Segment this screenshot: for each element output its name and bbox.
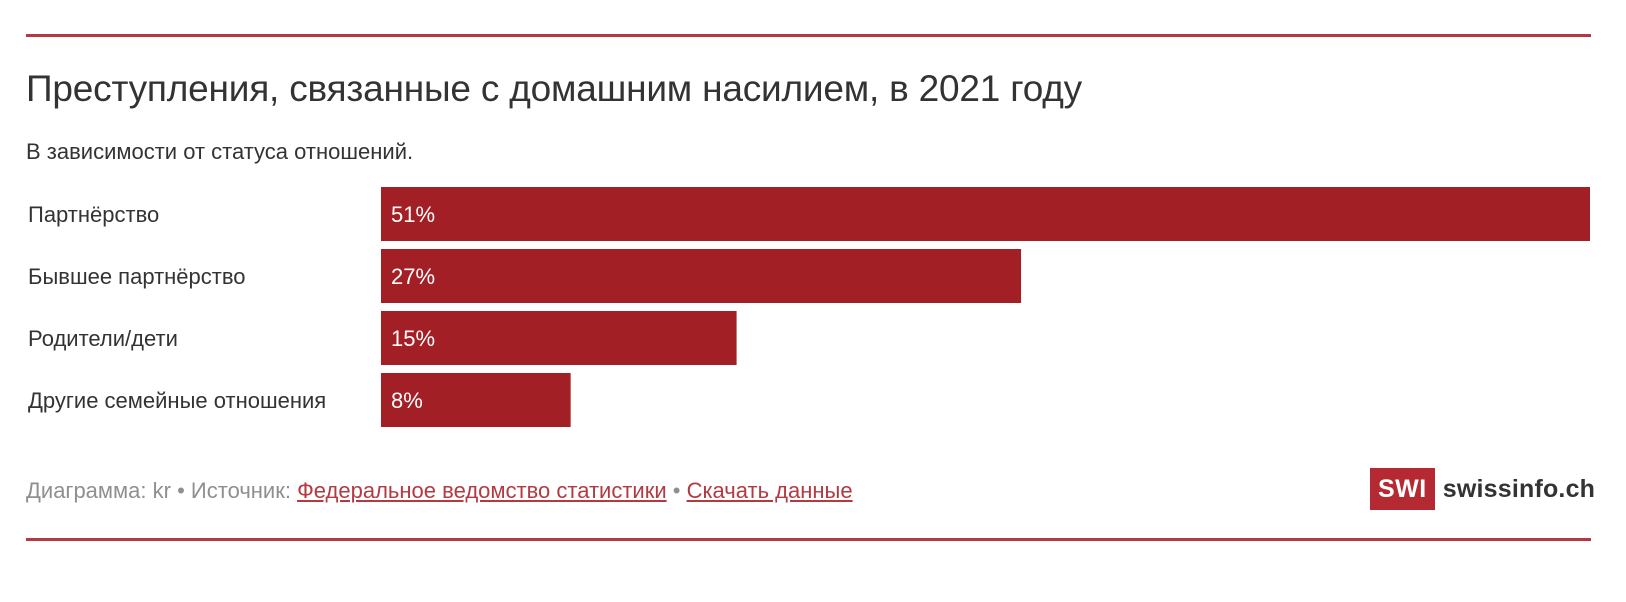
top-rule [26, 34, 1591, 37]
bar-value-label: 8% [391, 388, 423, 413]
bar [381, 373, 571, 427]
source-label: Источник: [190, 478, 291, 503]
category-label: Родители/дети [28, 326, 178, 351]
bar-value-label: 27% [391, 264, 435, 289]
category-label: Другие семейные отношения [28, 388, 326, 413]
bar [381, 187, 1590, 241]
footer-separator: • [672, 478, 681, 503]
bar [381, 249, 1022, 303]
bottom-rule [26, 538, 1591, 541]
chart-footer: Диаграмма: kr • Источник: Федеральное ве… [26, 477, 853, 505]
category-label: Бывшее партнёрство [28, 264, 246, 289]
swi-logo-mark: SWI [1370, 468, 1435, 510]
bar [381, 311, 737, 365]
chart-title: Преступления, связанные с домашним насил… [26, 68, 1082, 109]
swissinfo-logo-text: swissinfo.ch [1442, 474, 1596, 503]
download-data-link[interactable]: Скачать данные [686, 478, 853, 503]
swissinfo-logo[interactable]: SWI swissinfo.ch [1370, 468, 1595, 510]
footer-separator: • [177, 478, 185, 503]
bar-value-label: 15% [391, 326, 435, 351]
chart-credit: Диаграмма: kr [26, 478, 171, 503]
bar-value-label: 51% [391, 202, 435, 227]
chart-subtitle: В зависимости от статуса отношений. [26, 139, 414, 164]
source-link[interactable]: Федеральное ведомство статистики [297, 478, 667, 503]
category-label: Партнёрство [28, 202, 159, 227]
